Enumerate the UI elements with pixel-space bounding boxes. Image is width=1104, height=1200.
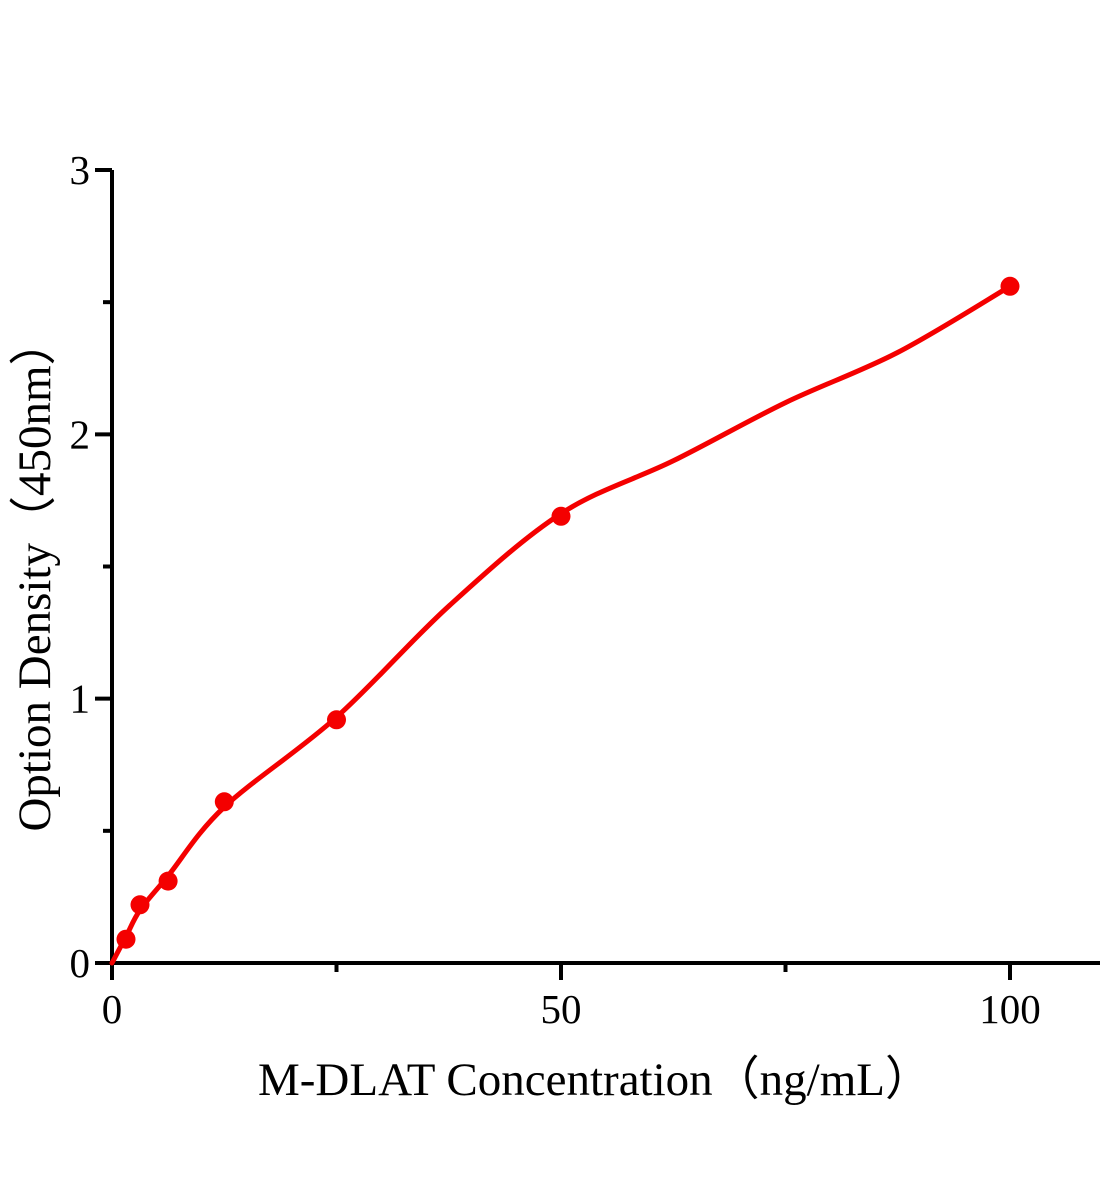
x-tick-label: 100 [979, 986, 1041, 1032]
data-point [116, 929, 136, 949]
x-axis-title: M-DLAT Concentration（ng/mL） [258, 1054, 932, 1106]
y-tick-label: 0 [70, 940, 91, 986]
x-tick-label: 0 [102, 986, 123, 1032]
data-point [158, 871, 178, 891]
data-point [551, 506, 571, 526]
series-layer [109, 276, 1020, 966]
ticks-layer: 0 50 100 0 1 2 3 [70, 147, 1041, 1032]
data-point [1000, 276, 1020, 296]
data-point [130, 895, 150, 915]
fit-curve-line [109, 283, 1013, 966]
y-tick-label: 2 [70, 411, 91, 457]
x-tick-label: 50 [541, 986, 582, 1032]
y-tick-label: 3 [70, 147, 91, 193]
data-point [214, 792, 234, 812]
y-axis-title: Option Density（450nm） [9, 318, 61, 831]
axes-layer [110, 170, 1100, 965]
data-point [327, 710, 346, 730]
y-tick-label: 1 [70, 676, 91, 722]
